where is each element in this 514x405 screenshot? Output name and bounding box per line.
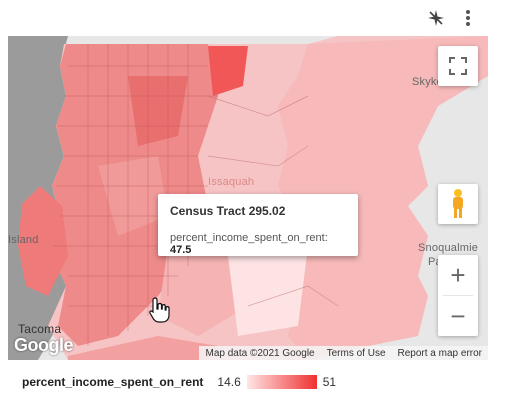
map-canvas[interactable]: Skykomish Snoqualmie Pass Tacoma Island …: [8, 36, 488, 360]
place-label-issaquah: Issaquah: [208, 176, 255, 188]
zoom-controls: + −: [438, 255, 478, 336]
zoom-divider: [443, 295, 473, 296]
map-attribution-bar: Map data ©2021 Google Terms of Use Repor…: [199, 346, 488, 360]
google-logo: Google: [14, 335, 74, 355]
zoom-in-button[interactable]: +: [438, 255, 478, 295]
place-label-snoqualmie: Snoqualmie: [418, 242, 479, 254]
chart-header-icons: [426, 6, 478, 30]
map-tooltip: Census Tract 295.02 percent_income_spent…: [158, 194, 358, 256]
color-legend: percent_income_spent_on_rent 14.6 51: [22, 374, 336, 390]
zoom-in-icon: +: [450, 259, 466, 290]
legend-max-value: 51: [322, 375, 337, 389]
legend-label: percent_income_spent_on_rent: [22, 375, 204, 389]
place-label-tacoma: Tacoma: [18, 322, 62, 336]
legend-gradient-bar: [246, 375, 317, 389]
fullscreen-button[interactable]: [438, 46, 478, 86]
more-vert-icon[interactable]: [458, 6, 478, 30]
hand-cursor-icon: [149, 297, 170, 323]
tooltip-title: Census Tract 295.02: [170, 204, 286, 218]
zoom-out-icon: −: [450, 300, 466, 331]
street-view-pegman-button[interactable]: [438, 184, 478, 224]
fullscreen-icon: [449, 57, 467, 75]
terms-of-use-link[interactable]: Terms of Use: [326, 347, 386, 359]
pegman-icon: [453, 189, 463, 218]
tooltip-metric-label: percent_income_spent_on_rent:: [170, 232, 328, 244]
legend-min-value: 14.6: [217, 375, 241, 389]
tooltip-metric-row: percent_income_spent_on_rent: 47.5: [170, 232, 346, 256]
zoom-out-button[interactable]: −: [438, 296, 478, 336]
map-data-attribution: Map data ©2021 Google: [205, 347, 315, 359]
choropleth-map: [8, 36, 488, 360]
place-label-island: Island: [8, 234, 39, 246]
report-map-error-link[interactable]: Report a map error: [397, 347, 482, 359]
cross-filter-icon[interactable]: [426, 6, 446, 30]
tooltip-metric-value: 47.5: [170, 244, 192, 256]
